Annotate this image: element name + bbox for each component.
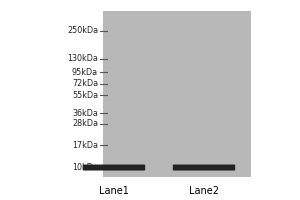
Text: 95kDa: 95kDa xyxy=(72,68,98,77)
Text: 72kDa: 72kDa xyxy=(72,79,98,88)
Text: 10kDa: 10kDa xyxy=(72,163,98,172)
Text: Lane2: Lane2 xyxy=(189,186,219,196)
Text: 55kDa: 55kDa xyxy=(72,91,98,100)
FancyBboxPatch shape xyxy=(83,165,145,171)
FancyBboxPatch shape xyxy=(173,165,235,171)
Text: 130kDa: 130kDa xyxy=(67,54,98,63)
Text: 28kDa: 28kDa xyxy=(72,119,98,128)
Text: 17kDa: 17kDa xyxy=(72,141,98,150)
Bar xyxy=(103,11,250,177)
Text: 250kDa: 250kDa xyxy=(67,26,98,35)
Text: Lane1: Lane1 xyxy=(99,186,129,196)
Text: 36kDa: 36kDa xyxy=(72,109,98,118)
